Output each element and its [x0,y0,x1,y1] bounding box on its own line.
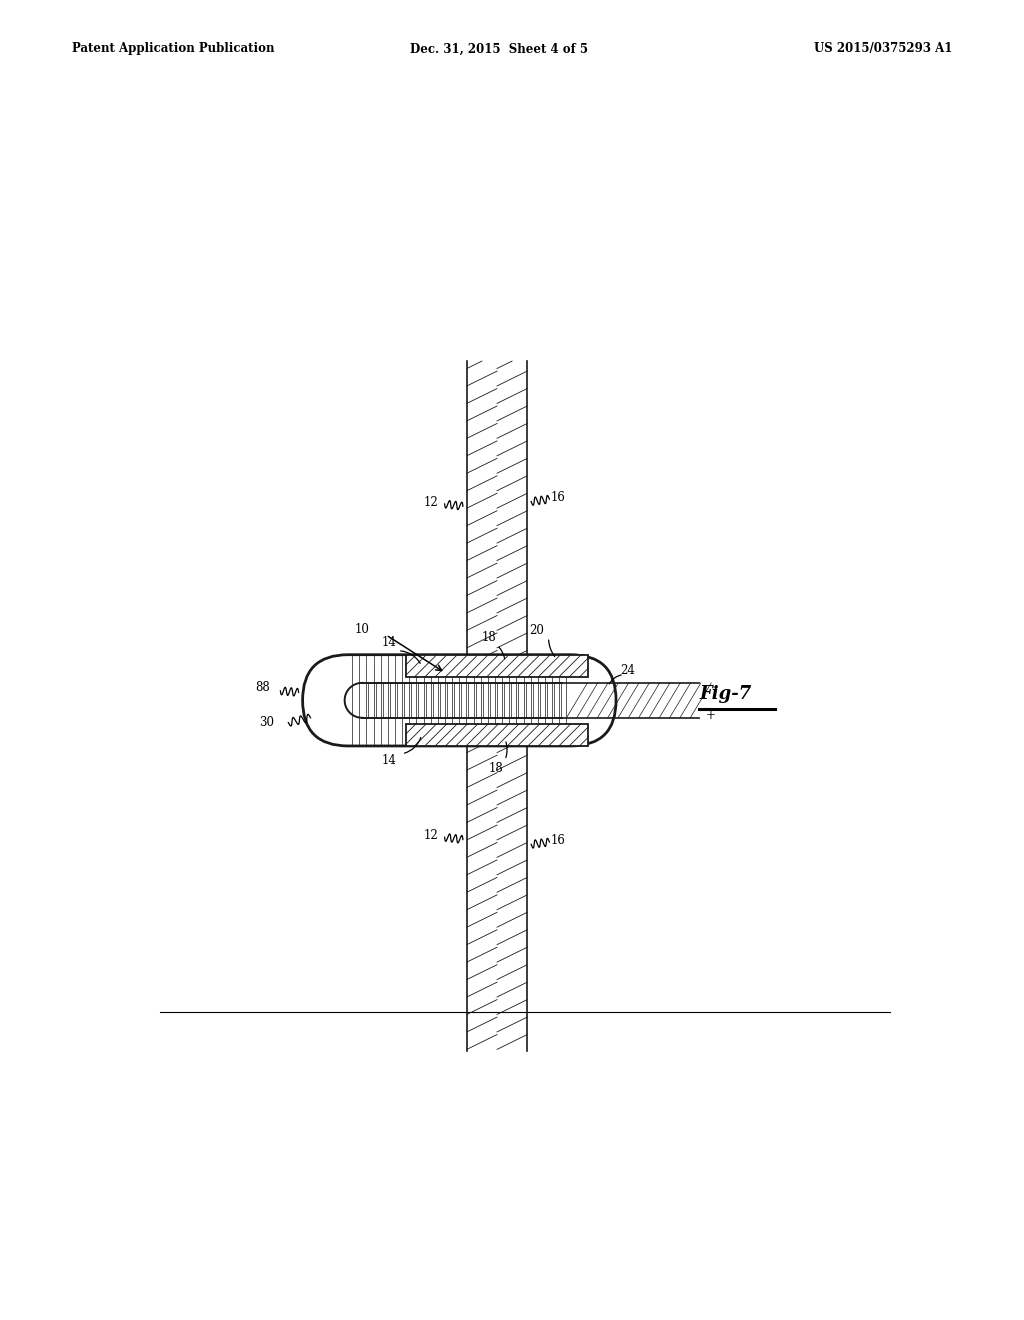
Text: 24: 24 [620,664,635,677]
Text: 20: 20 [528,624,544,638]
Text: 14: 14 [382,754,397,767]
Text: 88: 88 [255,681,269,694]
FancyBboxPatch shape [303,655,616,746]
Text: Dec. 31, 2015  Sheet 4 of 5: Dec. 31, 2015 Sheet 4 of 5 [410,42,588,55]
Text: Patent Application Publication: Patent Application Publication [72,42,274,55]
Text: 18: 18 [481,631,496,644]
Text: 16: 16 [551,491,566,504]
Text: 30: 30 [259,715,274,729]
Bar [406,723,589,746]
Text: 10: 10 [354,623,369,636]
Text: 12: 12 [423,496,438,508]
Text: US 2015/0375293 A1: US 2015/0375293 A1 [814,42,952,55]
Text: 14: 14 [382,636,397,649]
Text: 18: 18 [489,762,504,775]
Text: Fig-7: Fig-7 [699,685,752,704]
Text: 12: 12 [423,829,438,842]
Text: 16: 16 [551,834,566,847]
Text: +: + [706,709,716,722]
Bar [406,655,589,677]
Text: -: - [706,678,710,692]
